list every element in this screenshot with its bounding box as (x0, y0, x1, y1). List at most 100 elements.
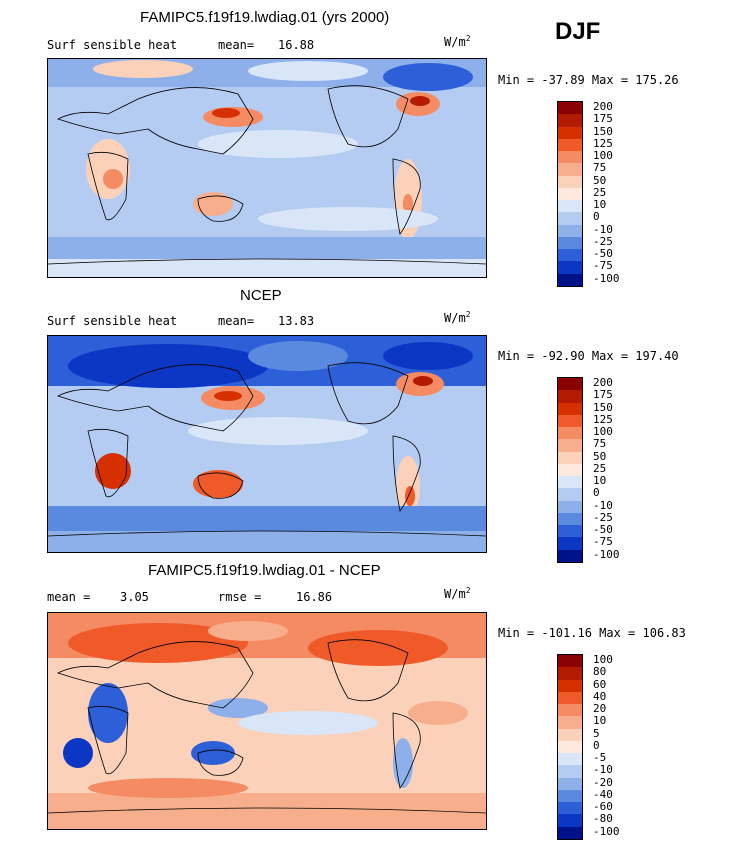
panel3-rmse-value: 16.86 (296, 590, 333, 604)
panel2-colorbar-labels: 200 175 150 125 100 75 50 25 10 0 -10 -2… (593, 376, 620, 561)
panel3-level-label: 20 (593, 702, 607, 715)
panel1-level-label: -10 (593, 222, 613, 236)
panel2-mean-label: mean= (218, 314, 255, 328)
panel3-level-label: -10 (593, 763, 613, 777)
panel2-level-label: 50 (593, 449, 607, 463)
panel2-units: W/m2 (444, 310, 471, 325)
panel1-level-label: 0 (593, 210, 600, 224)
panel2-level-label: 125 (593, 412, 613, 426)
panel1-level-label: 125 (593, 136, 613, 150)
panel2-colorbar-swatch (558, 390, 582, 403)
panel2-level-label: 175 (593, 388, 613, 402)
panel1-title: FAMIPC5.f19f19.lwdiag.01 (yrs 2000) (140, 9, 390, 26)
panel2-level-label: 200 (593, 376, 613, 389)
panel1-colorbar-swatch (558, 261, 582, 274)
panel1-map (47, 58, 487, 278)
panel1-variable: Surf sensible heat (47, 38, 178, 52)
panel2-level-label: -75 (593, 535, 613, 549)
panel3-colorbar-swatch (558, 667, 582, 680)
panel3-level-label: 0 (593, 738, 600, 752)
panel2-level-label: -10 (593, 498, 613, 512)
panel1-level-label: 100 (593, 149, 613, 162)
panel2-colorbar-swatch (558, 500, 582, 513)
panel3-colorbar-swatch (558, 802, 582, 815)
panel3-colorbar-swatch (558, 814, 582, 827)
panel2-level-label: -100 (593, 547, 620, 561)
panel3-colorbar-swatch (558, 716, 582, 729)
panel3-level-label: 40 (593, 689, 607, 703)
panel2-level-label: 75 (593, 437, 607, 451)
panel1-colorbar-swatch (558, 249, 582, 262)
panel2-colorbar-swatch (558, 378, 582, 391)
panel3-colorbar-swatch (558, 765, 582, 778)
panel3-colorbar-swatch (558, 753, 582, 766)
panel2-level-label: 150 (593, 400, 613, 414)
panel1-colorbar-swatch (558, 175, 582, 188)
panel3-mean-value: 3.05 (120, 590, 149, 604)
panel2-level-label: 25 (593, 461, 607, 475)
panel1-map-field (48, 59, 486, 277)
panel3-level-label: 10 (593, 714, 607, 728)
panel1-colorbar-swatch (558, 224, 582, 237)
panel3-colorbar-swatch (558, 679, 582, 692)
panel3-level-label: -40 (593, 787, 613, 801)
panel1-level-label: 175 (593, 112, 613, 126)
panel3-level-label: -20 (593, 775, 613, 789)
panel2-colorbar-swatch (558, 402, 582, 415)
panel1-colorbar-labels: 200 175 150 125 100 75 50 25 10 0 -10 -2… (593, 100, 620, 285)
panel1-level-label: 10 (593, 198, 607, 211)
panel1-level-label: 25 (593, 185, 607, 199)
panel2-colorbar-swatch (558, 427, 582, 440)
panel3-level-label: -5 (593, 751, 607, 764)
panel2-colorbar-swatch (558, 537, 582, 550)
panel1-level-label: 150 (593, 124, 613, 138)
panel3-colorbar-swatch (558, 740, 582, 753)
panel2-colorbar (557, 377, 583, 563)
panel3-minmax: Min = -101.16 Max = 106.83 (498, 626, 686, 640)
panel3-level-label: 100 (593, 653, 613, 666)
panel3-map (47, 612, 487, 830)
panel1-colorbar-swatch (558, 151, 582, 164)
panel2-level-label: -50 (593, 523, 613, 536)
panel3-level-label: 80 (593, 665, 607, 679)
panel1-colorbar (557, 101, 583, 287)
panel1-level-label: -100 (593, 271, 620, 285)
panel1-minmax: Min = -37.89 Max = 175.26 (498, 73, 679, 87)
panel3-colorbar-swatch (558, 691, 582, 704)
panel3-title: FAMIPC5.f19f19.lwdiag.01 - NCEP (148, 562, 381, 579)
panel2-level-label: 10 (593, 474, 607, 487)
panel3-level-label: -100 (593, 824, 620, 838)
panel2-colorbar-swatch (558, 525, 582, 538)
panel2-map (47, 335, 487, 553)
panel3-rmse-label: rmse = (218, 590, 262, 604)
panel3-colorbar-swatch (558, 655, 582, 668)
panel2-colorbar-swatch (558, 451, 582, 464)
panel1-colorbar-swatch (558, 200, 582, 213)
panel2-colorbar-swatch (558, 476, 582, 489)
panel3-colorbar-swatch (558, 789, 582, 802)
panel1-level-label: 75 (593, 161, 607, 175)
panel2-map-field (48, 336, 486, 552)
panel1-colorbar-swatch (558, 126, 582, 139)
panel1-colorbar-swatch (558, 114, 582, 127)
panel2-mean-value: 13.83 (278, 314, 315, 328)
panel3-units: W/m2 (444, 586, 471, 601)
panel3-colorbar (557, 654, 583, 840)
panel1-level-label: -25 (593, 234, 613, 248)
panel2-colorbar-swatch (558, 463, 582, 476)
panel2-title: NCEP (240, 287, 282, 304)
panel2-level-label: -25 (593, 510, 613, 524)
panel2-colorbar-swatch (558, 512, 582, 525)
panel2-level-label: 100 (593, 425, 613, 438)
panel1-colorbar-swatch (558, 273, 582, 286)
panel1-colorbar-swatch (558, 102, 582, 115)
panel2-level-label: 0 (593, 486, 600, 500)
season-label: DJF (555, 18, 601, 45)
panel3-level-label: 60 (593, 677, 607, 691)
panel1-colorbar-swatch (558, 236, 582, 249)
panel2-colorbar-swatch (558, 549, 582, 562)
panel1-colorbar-swatch (558, 138, 582, 151)
panel1-units: W/m2 (444, 34, 471, 49)
panel2-colorbar-swatch (558, 488, 582, 501)
panel3-colorbar-swatch (558, 704, 582, 717)
